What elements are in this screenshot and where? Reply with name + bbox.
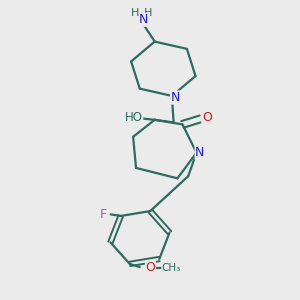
Text: HO: HO — [125, 111, 143, 124]
Text: F: F — [100, 208, 107, 220]
Text: O: O — [146, 261, 155, 274]
Text: CH₃: CH₃ — [162, 263, 181, 273]
Text: N: N — [171, 91, 180, 104]
Text: N: N — [138, 13, 148, 26]
Text: O: O — [202, 111, 212, 124]
Text: H: H — [131, 8, 140, 19]
Text: N: N — [195, 146, 205, 159]
Text: H: H — [144, 8, 152, 19]
